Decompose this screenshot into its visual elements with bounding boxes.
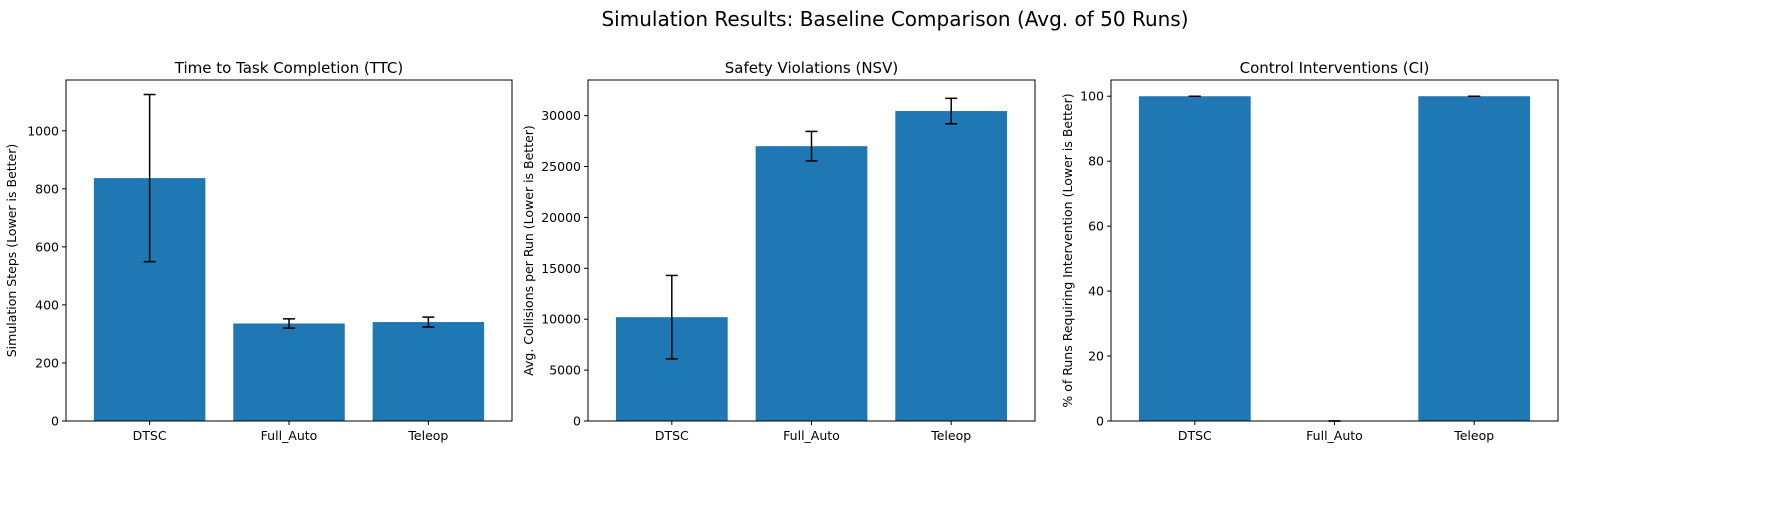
y-axis-label: Avg. Collisions per Run (Lower is Better…	[521, 125, 536, 376]
panel-title: Safety Violations (NSV)	[725, 59, 898, 77]
panel-title: Control Interventions (CI)	[1240, 59, 1430, 77]
y-tick-label: 60	[1088, 219, 1104, 234]
bar-teleop	[895, 111, 1008, 422]
y-tick-label: 1000	[27, 123, 59, 138]
bar-full_auto	[233, 323, 345, 421]
y-tick-label: 40	[1088, 284, 1104, 299]
x-tick-label: Teleop	[930, 428, 971, 443]
x-tick-label: DTSC	[655, 428, 689, 443]
x-tick-label: Full_Auto	[783, 428, 840, 443]
y-tick-label: 80	[1088, 154, 1104, 169]
x-tick-label: DTSC	[133, 428, 167, 443]
y-tick-label: 15000	[541, 261, 581, 276]
y-tick-label: 30000	[541, 108, 581, 123]
x-tick-label: Full_Auto	[261, 428, 318, 443]
y-tick-label: 10000	[541, 312, 581, 327]
y-axis-label: % of Runs Requiring Intervention (Lower …	[1060, 93, 1075, 407]
bar-teleop	[1418, 96, 1531, 421]
y-tick-label: 600	[35, 239, 59, 254]
y-tick-label: 20000	[541, 210, 581, 225]
y-tick-label: 0	[51, 414, 59, 429]
x-tick-label: Teleop	[407, 428, 448, 443]
x-tick-label: Teleop	[1453, 428, 1494, 443]
y-axis-label: Simulation Steps (Lower is Better)	[4, 144, 19, 358]
x-tick-label: Full_Auto	[1306, 428, 1363, 443]
figure-title: Simulation Results: Baseline Comparison …	[601, 7, 1188, 31]
bar-teleop	[372, 322, 485, 421]
y-tick-label: 0	[573, 414, 581, 429]
y-tick-label: 800	[35, 181, 59, 196]
y-tick-label: 0	[1096, 414, 1104, 429]
y-tick-label: 100	[1080, 89, 1104, 104]
bar-dtsc	[1138, 96, 1251, 421]
y-tick-label: 200	[35, 355, 59, 370]
y-tick-label: 400	[35, 297, 59, 312]
bar-full_auto	[755, 146, 868, 421]
y-tick-label: 5000	[549, 363, 581, 378]
x-tick-label: DTSC	[1178, 428, 1212, 443]
y-tick-label: 20	[1088, 349, 1104, 364]
y-tick-label: 25000	[541, 159, 581, 174]
panel-title: Time to Task Completion (TTC)	[174, 59, 404, 77]
